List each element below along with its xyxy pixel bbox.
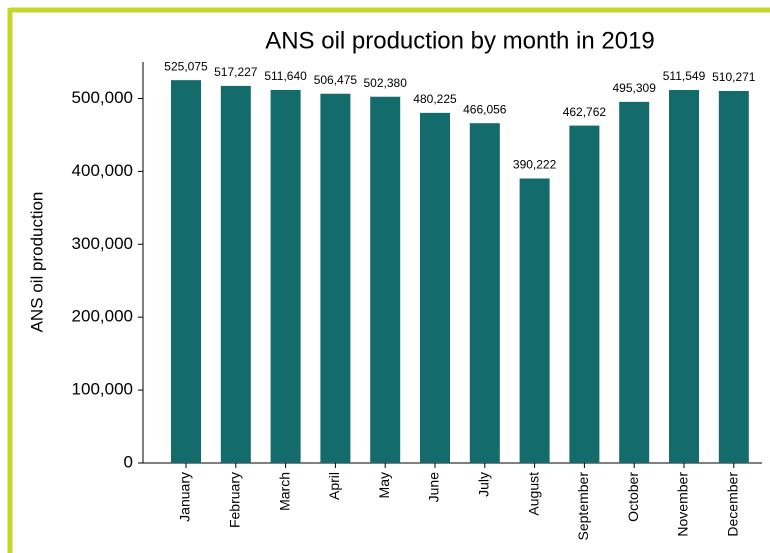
bar [270,89,301,463]
bar [519,178,550,464]
x-tick-label: September [575,472,591,541]
y-tick-label: 0 [124,452,133,471]
bar [420,112,450,463]
value-label: 495,309 [613,81,657,95]
value-label: 506,475 [314,73,358,87]
value-label: 511,549 [663,69,706,83]
x-tick-label: March [276,472,292,511]
x-tick-label: January [177,472,193,522]
x-tick-label: April [326,472,342,500]
bar [619,101,650,464]
bar [569,125,600,463]
value-label: 502,380 [364,76,408,90]
x-tick-label: August [525,472,541,516]
value-label: 525,075 [164,59,208,73]
value-label: 462,762 [563,105,607,119]
x-tick-label: June [426,472,442,503]
y-tick-label: 400,000 [72,161,133,180]
bar [469,123,500,463]
bar [220,85,251,463]
y-axis-label: ANS oil production [27,192,46,333]
y-tick-label: 100,000 [72,380,133,399]
x-tick-label: May [376,472,392,498]
value-label: 517,227 [214,65,258,79]
bar [320,93,351,464]
bar [718,90,749,463]
value-label: 466,056 [463,102,507,116]
x-tick-label: July [476,472,492,497]
y-tick-label: 200,000 [72,307,133,326]
value-label: 480,225 [413,92,457,106]
bar [370,96,401,464]
x-tick-label: November [675,472,691,537]
x-tick-label: October [625,472,641,522]
value-label: 510,271 [712,70,756,84]
chart-title: ANS oil production by month in 2019 [265,27,655,54]
y-tick-label: 500,000 [72,88,133,107]
bar [669,90,699,463]
bar [171,80,201,463]
x-tick-label: February [227,472,243,528]
y-tick-label: 300,000 [72,234,133,253]
x-tick-label: December [725,472,741,537]
value-label: 390,222 [513,158,557,172]
value-label: 511,640 [264,69,307,83]
